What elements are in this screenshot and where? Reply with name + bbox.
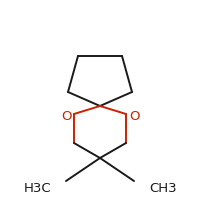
Text: CH3: CH3 xyxy=(149,182,177,194)
Text: O: O xyxy=(129,110,139,123)
Text: O: O xyxy=(61,110,71,123)
Text: H3C: H3C xyxy=(23,182,51,194)
